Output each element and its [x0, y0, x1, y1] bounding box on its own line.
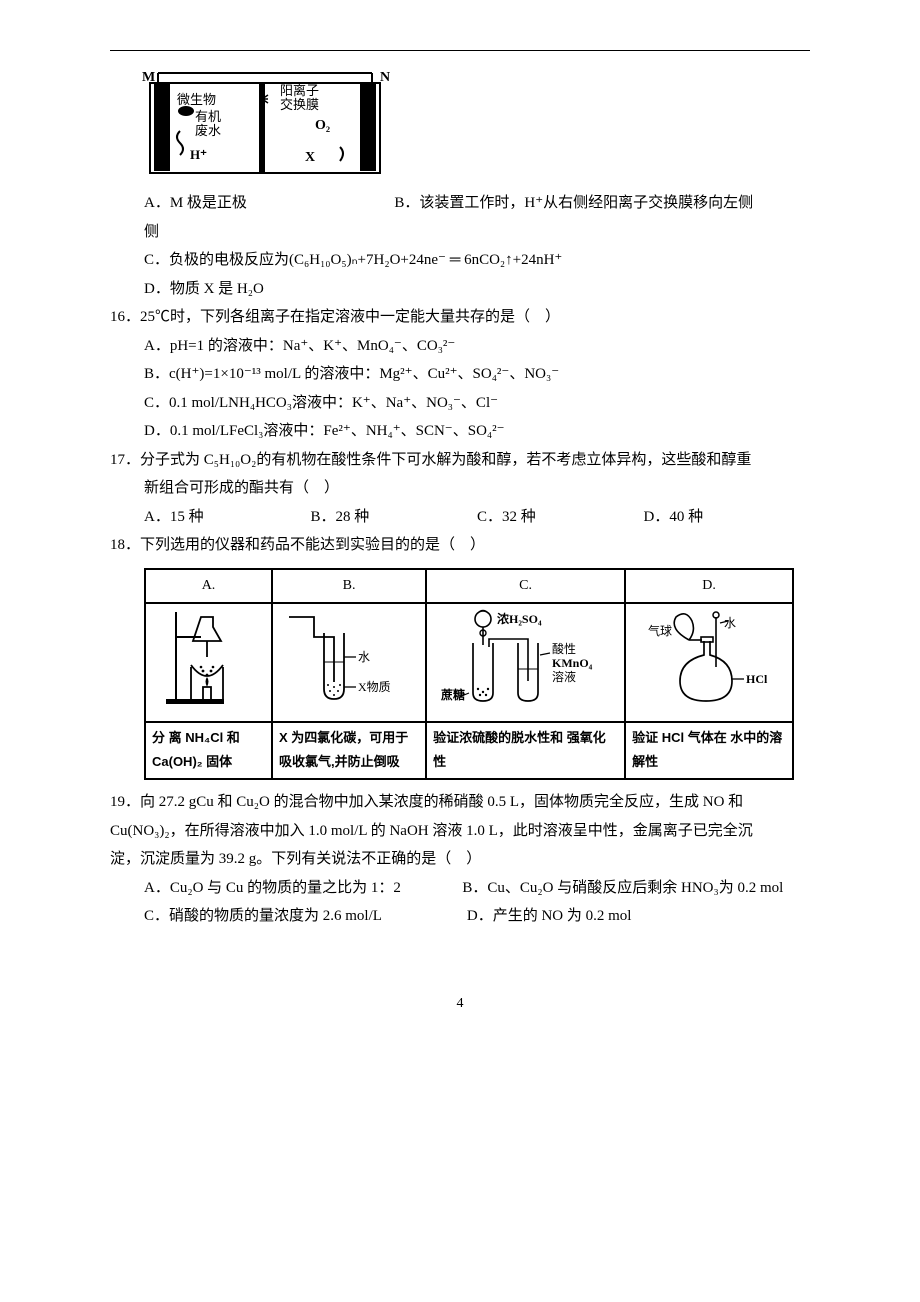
q19-l3: 淀，沉淀质量为 39.2 g。下列有关说法不正确的是（ ） [110, 845, 810, 874]
q17-A: A．15 种 [144, 503, 311, 532]
q18-drawing-D: 气球 水 HCl [625, 603, 793, 722]
q17-options: A．15 种 B．28 种 C．32 种 D．40 种 [110, 503, 810, 532]
q16-stem: 16．25℃时，下列各组离子在指定溶液中一定能大量共存的是（ ） [110, 303, 810, 332]
q18-cap-B: X 为四氯化碳，可用于 吸收氯气,并防止倒吸 [272, 722, 426, 779]
label-kmno4-1: 酸性 [552, 641, 576, 656]
svg-text:阳离子: 阳离子 [280, 83, 319, 98]
q17-D: D．40 种 [644, 503, 811, 532]
q17-stem-l2: 新组合可形成的酯共有（ ） [110, 474, 810, 503]
svg-text:X: X [305, 150, 315, 165]
q18-head-C: C. [426, 569, 625, 604]
label-hcl: HCl [746, 672, 768, 686]
q15-side: 侧 [144, 218, 810, 247]
q15-options: A．M 极是正极 B．该装置工作时，H⁺从右侧经阳离子交换膜移向左侧 侧 C．负… [110, 189, 810, 303]
q19-A: A．Cu₂O 与 Cu 的物质的量之比为 1：2 [144, 880, 401, 896]
label-sugar: 蔗糖 [440, 687, 465, 702]
label-x: X物质 [358, 680, 391, 694]
q18-cap-D: 验证 HCl 气体在 水中的溶解性 [625, 722, 793, 779]
q19-row2: C．硝酸的物质的量浓度为 2.6 mol/L D．产生的 NO 为 0.2 mo… [110, 902, 810, 931]
label-N: N [380, 70, 390, 85]
q17-B: B．28 种 [311, 503, 478, 532]
q18-drawing-B: 水 X物质 [272, 603, 426, 722]
page-number: 4 [110, 991, 810, 1018]
q18-drawing-C: 浓H₂SO₄ 蔗糖 酸性 KMnO₄ 溶液 [426, 603, 625, 722]
q16-B: B．c(H⁺)=1×10⁻¹³ mol/L 的溶液中：Mg²⁺、Cu²⁺、SO₄… [110, 360, 810, 389]
svg-text:O₂: O₂ [315, 118, 330, 133]
q18-table: A. B. C. D. [144, 568, 794, 781]
label-kmno4-3: 溶液 [552, 669, 576, 684]
q18-head-D: D. [625, 569, 793, 604]
q19-l2: Cu(NO₃)₂，在所得溶液中加入 1.0 mol/L 的 NaOH 溶液 1.… [110, 817, 810, 846]
q16-D: D．0.1 mol/LFeCl₃溶液中：Fe²⁺、NH₄⁺、SCN⁻、SO₄²⁻ [110, 417, 810, 446]
q19-C: C．硝酸的物质的量浓度为 2.6 mol/L [144, 908, 381, 924]
q18-head-B: B. [272, 569, 426, 604]
q18-cap-C: 验证浓硫酸的脱水性和 强氧化性 [426, 722, 625, 779]
q15-D: D．物质 X 是 H₂O [144, 275, 810, 304]
label-water-d: 水 [724, 616, 736, 630]
svg-text:H⁺: H⁺ [190, 147, 207, 162]
q15-B: B．该装置工作时，H⁺从右侧经阳离子交换膜移向左侧 [394, 195, 753, 211]
q19-B: B．Cu、Cu₂O 与硝酸反应后剩余 HNO₃为 0.2 mol [462, 880, 783, 896]
page-top-rule [110, 50, 810, 51]
label-kmno4-2: KMnO₄ [552, 656, 593, 670]
label-water: 水 [358, 650, 370, 664]
q15-A: A．M 极是正极 [144, 195, 247, 211]
label-h2so4: 浓H₂SO₄ [497, 611, 542, 626]
svg-text:废水: 废水 [195, 123, 221, 138]
q15-diagram: M N 阳离子 交换膜 微生物 有机 废水 H⁺ O₂ X [140, 69, 390, 179]
label-M: M [142, 70, 155, 85]
q18-stem: 18．下列选用的仪器和药品不能达到实验目的的是（ ） [110, 531, 810, 560]
q16-C: C．0.1 mol/LNH₄HCO₃溶液中：K⁺、Na⁺、NO₃⁻、Cl⁻ [110, 389, 810, 418]
q19-D: D．产生的 NO 为 0.2 mol [467, 908, 632, 924]
q18-head-A: A. [145, 569, 272, 604]
q19-row1: A．Cu₂O 与 Cu 的物质的量之比为 1：2 B．Cu、Cu₂O 与硝酸反应… [110, 874, 810, 903]
q17-C: C．32 种 [477, 503, 644, 532]
q17-stem-l1: 17．分子式为 C₅H₁₀O₂的有机物在酸性条件下可水解为酸和醇，若不考虑立体异… [110, 446, 810, 475]
q15-C: C．负极的电极反应为(C₆H₁₀O₅)ₙ+7H₂O+24ne⁻ ═ 6nCO₂↑… [144, 246, 810, 275]
svg-text:有机: 有机 [195, 109, 221, 124]
label-balloon: 气球 [648, 623, 672, 638]
svg-text:交换膜: 交换膜 [280, 97, 319, 112]
q19-l1: 19．向 27.2 gCu 和 Cu₂O 的混合物中加入某浓度的稀硝酸 0.5 … [110, 788, 810, 817]
svg-text:微生物: 微生物 [177, 92, 216, 107]
q18-drawing-A [145, 603, 272, 722]
q16-A: A．pH=1 的溶液中：Na⁺、K⁺、MnO₄⁻、CO₃²⁻ [110, 332, 810, 361]
q18-cap-A: 分 离 NH₄Cl 和 Ca(OH)₂ 固体 [145, 722, 272, 779]
